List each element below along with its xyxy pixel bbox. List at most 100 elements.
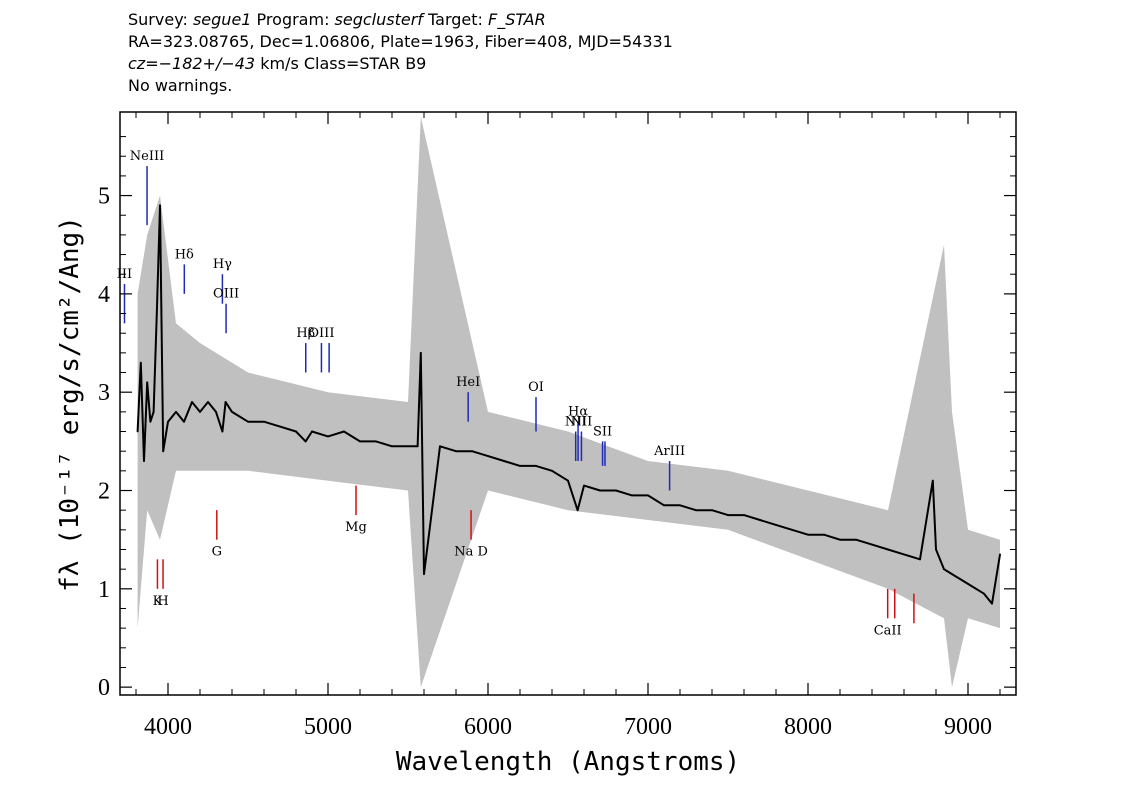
flux-point — [679, 504, 681, 507]
flux-point — [951, 573, 953, 575]
flux-point — [663, 504, 665, 507]
flux-point — [391, 445, 393, 448]
flux-point — [583, 484, 585, 487]
flux-point — [823, 533, 825, 536]
header-line-redshift: cz=−182+/−43 km/s Class=STAR B9 — [128, 53, 673, 75]
flux-point — [152, 411, 155, 413]
flux-point — [407, 445, 409, 448]
flux-point — [791, 528, 793, 531]
x-tick-label: 8000 — [784, 714, 832, 740]
flux-point — [711, 509, 713, 512]
x-tick-label: 7000 — [624, 714, 672, 740]
flux-point — [375, 440, 377, 443]
header-line-coordinates: RA=323.08765, Dec=1.06806, Plate=1963, F… — [128, 32, 673, 51]
flux-point — [175, 411, 177, 413]
flux-point — [631, 494, 633, 497]
flux-point — [215, 411, 217, 413]
flux-point — [775, 524, 777, 526]
flux-point — [807, 533, 809, 536]
flux-point — [935, 548, 937, 551]
flux-point — [221, 430, 224, 433]
flux-point — [139, 361, 142, 364]
flux-point — [295, 430, 297, 433]
emission-line-label: SII — [593, 424, 612, 439]
flux-point — [839, 538, 841, 541]
flux-point — [551, 469, 553, 472]
flux-point — [871, 543, 873, 546]
emission-line-label: OIII — [213, 287, 239, 302]
flux-point — [423, 573, 425, 575]
flux-point — [439, 445, 441, 448]
program-label: Program: — [251, 10, 335, 29]
redshift-value: cz=−182+/−43 — [128, 54, 256, 73]
y-tick-label: 1 — [98, 577, 110, 603]
x-axis-ticks: 4000 5000 6000 7000 8000 9000 — [135, 112, 1001, 740]
flux-point — [759, 519, 761, 521]
flux-point — [327, 435, 329, 438]
target-label: Target: — [422, 10, 488, 29]
flux-point — [304, 440, 307, 443]
flux-point — [487, 455, 489, 457]
y-tick-label: 0 — [98, 675, 110, 701]
flux-point — [149, 420, 152, 423]
emission-line-label: Hγ — [213, 257, 232, 272]
y-tick-label: 3 — [98, 380, 110, 406]
absorption-line-label: H — [157, 594, 168, 609]
flux-point — [503, 460, 505, 462]
emission-line-label: NeIII — [130, 149, 164, 164]
flux-point — [931, 479, 934, 482]
flux-point — [279, 425, 281, 428]
flux-point — [991, 602, 993, 605]
flux-point — [855, 538, 857, 541]
flux-point — [943, 568, 945, 571]
emission-line-label: Hδ — [175, 247, 194, 262]
flux-point — [615, 489, 617, 492]
flux-point — [471, 450, 473, 453]
x-axis-title: Wavelength (Angstroms) — [396, 747, 740, 777]
flux-point — [695, 509, 697, 512]
y-tick-label: 5 — [98, 184, 110, 210]
error-band — [137, 116, 1001, 688]
flux-point — [155, 312, 158, 315]
program-value: segclusterf — [334, 10, 423, 29]
flux-point — [576, 509, 579, 512]
emission-line-label: OIII — [308, 326, 334, 341]
y-tick-label: 2 — [98, 479, 110, 505]
emission-line-label: Hβ — [296, 326, 315, 341]
flux-point — [199, 411, 201, 413]
flux-point — [999, 553, 1001, 556]
emission-line-label: HeI — [456, 375, 480, 390]
flux-point — [983, 592, 985, 595]
flux-point — [136, 430, 139, 433]
x-tick-label: 5000 — [304, 714, 352, 740]
emission-line-label: NII — [565, 415, 587, 430]
flux-point — [903, 553, 905, 556]
flux-point — [647, 494, 649, 497]
y-tick-label: 4 — [98, 282, 110, 308]
flux-point — [419, 352, 422, 354]
emission-line-label: OI — [528, 380, 544, 395]
target-value: F_STAR — [488, 10, 546, 29]
flux-point — [343, 430, 345, 433]
plot-frame — [119, 111, 1017, 696]
header-line-target: Survey: segue1 Program: segclusterf Targ… — [128, 9, 673, 31]
absorption-line-label: Mg — [345, 520, 367, 535]
flux-point — [967, 583, 969, 585]
absorption-line-label: K — [153, 594, 163, 609]
flux-point — [143, 460, 145, 462]
flux-point — [191, 401, 193, 403]
emission-line-label: ArIII — [653, 444, 685, 459]
x-tick-label: 9000 — [944, 714, 992, 740]
flux-point — [567, 479, 569, 482]
flux-point — [224, 401, 227, 403]
absorption-line-label: G — [212, 545, 222, 560]
absorption-line-label: Na D — [454, 545, 488, 560]
flux-point — [455, 450, 457, 453]
flux-point — [311, 430, 313, 433]
flux-point — [183, 420, 185, 423]
flux-point — [727, 514, 729, 516]
y-axis-title: fλ (10⁻¹⁷ erg/s/cm²/Ang) — [55, 216, 85, 592]
spectrum-header: Survey: segue1 Program: segclusterf Targ… — [128, 9, 673, 97]
